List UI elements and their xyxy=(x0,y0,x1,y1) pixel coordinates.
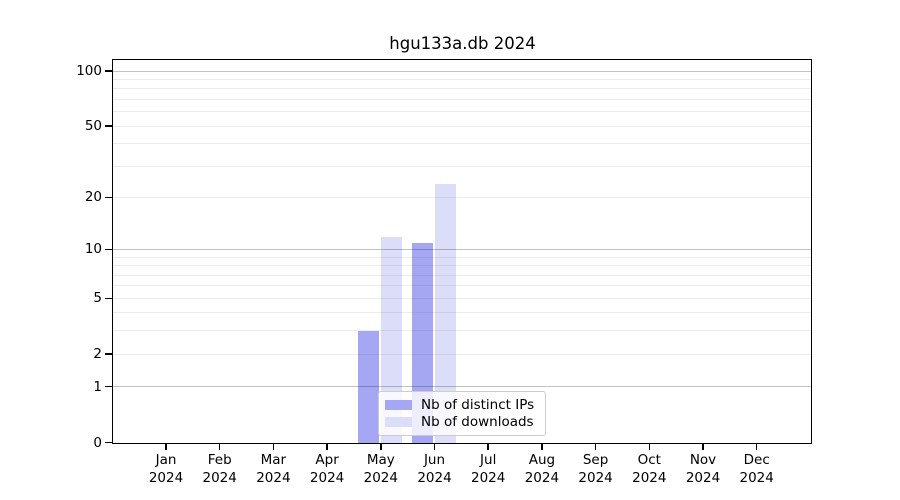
gridline-minor-70 xyxy=(113,98,811,100)
x-tick-mark-may xyxy=(380,443,382,450)
x-tick-mark-jul xyxy=(487,443,489,450)
y-tick-mark-1 xyxy=(105,385,112,388)
legend-item-distinct-ips: Nb of distinct IPs xyxy=(385,396,537,413)
y-tick-mark-0 xyxy=(105,441,112,444)
gridline-minor-80 xyxy=(113,88,811,90)
legend-swatch-downloads xyxy=(385,417,412,428)
y-tick-mark-10 xyxy=(105,248,112,251)
x-tick-label-dec: Dec 2024 xyxy=(739,452,774,486)
x-tick-label-jun: Jun 2024 xyxy=(417,452,452,486)
gridline-minor-20 xyxy=(113,196,811,198)
y-tick-label-20: 20 xyxy=(84,189,102,206)
gridline-minor-40 xyxy=(113,143,811,145)
x-tick-label-feb: Feb 2024 xyxy=(202,452,237,486)
legend-item-downloads: Nb of downloads xyxy=(385,414,537,431)
x-tick-label-nov: Nov 2024 xyxy=(685,452,721,486)
bar-nb-of-distinct-ips-may xyxy=(358,331,380,443)
legend-label-distinct-ips: Nb of distinct IPs xyxy=(421,396,535,413)
x-tick-label-jan: Jan 2024 xyxy=(148,452,184,486)
gridline-minor-9 xyxy=(113,256,811,258)
y-tick-mark-50 xyxy=(105,125,112,127)
y-tick-label-100: 100 xyxy=(76,63,102,79)
x-tick-label-jul: Jul 2024 xyxy=(471,452,506,486)
x-tick-mark-dec xyxy=(755,443,758,450)
y-tick-mark-100 xyxy=(105,70,112,72)
y-tick-label-5: 5 xyxy=(93,290,102,307)
gridline-minor-4 xyxy=(113,312,811,314)
x-tick-mark-jan xyxy=(165,443,167,450)
legend-swatch-distinct-ips xyxy=(385,399,412,410)
x-tick-mark-mar xyxy=(272,443,275,450)
chart-title: hgu133a.db 2024 xyxy=(389,34,536,53)
x-tick-label-mar: Mar 2024 xyxy=(256,452,291,486)
x-tick-mark-apr xyxy=(326,443,328,450)
y-tick-label-10: 10 xyxy=(84,241,102,258)
x-tick-mark-nov xyxy=(702,443,704,450)
gridline-minor-50 xyxy=(113,125,811,127)
y-tick-label-2: 2 xyxy=(93,346,102,363)
x-tick-mark-aug xyxy=(541,443,543,450)
gridline-major-10 xyxy=(113,248,811,250)
gridline-minor-6 xyxy=(113,285,811,287)
y-tick-label-1: 1 xyxy=(93,378,102,395)
gridline-minor-8 xyxy=(113,265,811,267)
gridline-major-1 xyxy=(113,386,811,388)
y-tick-label-0: 0 xyxy=(93,434,102,451)
x-tick-mark-sep xyxy=(594,443,597,450)
y-tick-label-50: 50 xyxy=(84,118,102,134)
gridline-minor-30 xyxy=(113,165,811,167)
gridline-minor-60 xyxy=(113,111,811,113)
gridline-minor-90 xyxy=(113,78,811,80)
gridline-minor-7 xyxy=(113,274,811,276)
x-tick-mark-jun xyxy=(433,443,436,450)
x-tick-mark-feb xyxy=(218,443,221,450)
plot-area: Nb of distinct IPs Nb of downloads xyxy=(112,59,812,444)
legend: Nb of distinct IPs Nb of downloads xyxy=(378,391,546,436)
gridline-major-100 xyxy=(113,70,811,72)
gridline-minor-5 xyxy=(113,297,811,299)
x-tick-mark-oct xyxy=(648,443,651,450)
y-tick-mark-2 xyxy=(105,353,112,355)
x-tick-label-aug: Aug 2024 xyxy=(524,452,560,486)
x-tick-label-oct: Oct 2024 xyxy=(632,452,667,486)
bar-nb-of-downloads-jun xyxy=(435,183,456,443)
legend-label-downloads: Nb of downloads xyxy=(421,414,534,431)
x-tick-label-apr: Apr 2024 xyxy=(309,452,345,486)
x-tick-label-sep: Sep 2024 xyxy=(578,452,613,486)
y-tick-mark-20 xyxy=(105,196,112,199)
gridline-minor-3 xyxy=(113,330,811,332)
gridline-minor-2 xyxy=(113,353,811,355)
x-tick-label-may: May 2024 xyxy=(363,452,398,486)
y-tick-mark-5 xyxy=(105,297,112,300)
